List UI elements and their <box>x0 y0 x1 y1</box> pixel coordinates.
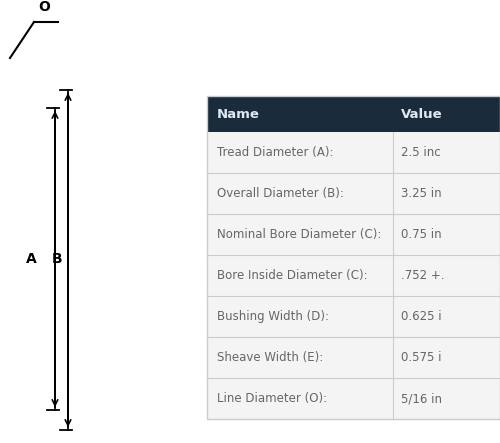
Text: .752 +.: .752 +. <box>401 269 444 282</box>
Text: Sheave Width (E):: Sheave Width (E): <box>217 351 323 364</box>
Bar <box>207 96 500 132</box>
Text: 0.75 in: 0.75 in <box>401 228 442 241</box>
Bar <box>207 337 500 378</box>
Text: Tread Diameter (A):: Tread Diameter (A): <box>217 146 334 159</box>
Bar <box>207 214 500 255</box>
Text: 0.575 i: 0.575 i <box>401 351 442 364</box>
Text: Name: Name <box>217 108 260 120</box>
Bar <box>207 96 500 419</box>
Text: 0.625 i: 0.625 i <box>401 310 442 323</box>
Text: Line Diameter (O):: Line Diameter (O): <box>217 392 327 405</box>
Bar <box>207 255 500 296</box>
Text: Nominal Bore Diameter (C):: Nominal Bore Diameter (C): <box>217 228 382 241</box>
Bar <box>207 132 500 173</box>
Text: 3.25 in: 3.25 in <box>401 187 442 200</box>
Text: Value: Value <box>401 108 442 120</box>
Text: B: B <box>52 252 62 266</box>
Text: O: O <box>38 0 50 14</box>
Text: 5/16 in: 5/16 in <box>401 392 442 405</box>
Text: A: A <box>26 252 37 266</box>
Text: Bore Inside Diameter (C):: Bore Inside Diameter (C): <box>217 269 368 282</box>
Bar <box>207 173 500 214</box>
Bar <box>207 378 500 419</box>
Text: 2.5 inc: 2.5 inc <box>401 146 440 159</box>
Text: Overall Diameter (B):: Overall Diameter (B): <box>217 187 344 200</box>
Text: Bushing Width (D):: Bushing Width (D): <box>217 310 329 323</box>
Bar <box>207 296 500 337</box>
